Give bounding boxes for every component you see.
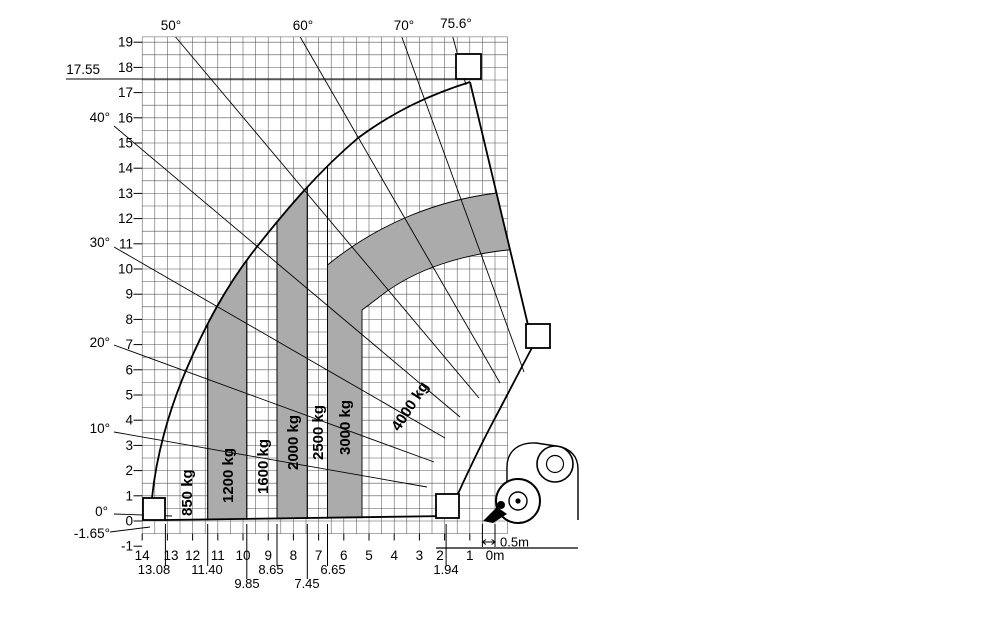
angle-label-50: 50°: [161, 18, 181, 33]
wheel-hub-icon: [508, 491, 528, 511]
reach-label-865: 8.65: [258, 562, 283, 577]
boom-pivot-icon: [536, 445, 574, 483]
angle-line-60: [299, 36, 501, 384]
x-axis-label: 4: [390, 548, 398, 563]
reach-label-665: 6.65: [320, 562, 345, 577]
x-axis-label: 10: [235, 548, 250, 563]
reach-label-745: 7.45: [294, 576, 319, 591]
y-axis-label: 17: [118, 85, 133, 100]
angle-line-70: [401, 36, 525, 373]
x-axis-label: 11: [211, 548, 225, 563]
envelope-outer: [151, 81, 471, 499]
x-axis-label: 8: [290, 548, 298, 563]
reach-boundary-labels: 13.08 11.40 8.65 6.65 1.94 9.85 7.45: [138, 562, 459, 591]
capacity-label-1600: 1600 kg: [255, 439, 272, 494]
angle-label-10: 10°: [90, 421, 110, 436]
y-axis-label: 6: [125, 362, 133, 377]
y-axis-label: 18: [118, 60, 133, 75]
y-axis-label: 16: [118, 110, 133, 125]
reach-label-1308: 13.08: [138, 562, 171, 577]
fork-marker-mid-right: [525, 323, 551, 349]
angle-label-40: 40°: [90, 110, 110, 125]
fork-marker-top: [455, 53, 482, 80]
capacity-label-2000: 2000 kg: [285, 415, 302, 470]
angle-label-70: 70°: [394, 18, 414, 33]
angle-label-30: 30°: [90, 235, 110, 250]
x-axis-label: 7: [315, 548, 323, 563]
x-axis-label: 5: [365, 548, 373, 563]
angle-label-20: 20°: [90, 335, 110, 350]
fork-marker-min-reach: [435, 493, 460, 519]
angle-line-30: [113, 246, 446, 439]
fork-offset-label: 0.5m: [500, 535, 529, 550]
y-axis-label: 2: [125, 463, 133, 478]
envelope-bottom: [164, 515, 449, 521]
x-axis-label: 9: [264, 548, 272, 563]
angle-label-60: 60°: [293, 18, 313, 33]
x-axis-label: 0m: [486, 548, 505, 563]
x-axis-label: 12: [185, 548, 200, 563]
y-axis-label: 19: [118, 35, 133, 50]
boom-pivot-hub-icon: [545, 454, 565, 474]
reach-label-1140: 11.40: [191, 562, 223, 577]
capacity-label-850: 850 kg: [179, 469, 196, 516]
reach-label-194: 1.94: [433, 562, 458, 577]
y-axis-label: 13: [118, 186, 133, 201]
angle-label-neg165: -1.65°: [74, 526, 110, 541]
y-axis-label: 14: [118, 161, 134, 176]
y-axis-label: 3: [125, 438, 133, 453]
y-axis-label: 12: [118, 211, 133, 226]
y-axis-label: -1: [121, 539, 133, 554]
x-axis-label: 1: [466, 548, 474, 563]
angle-label-756: 75.6°: [440, 16, 472, 31]
wheel-center-icon: [515, 498, 521, 504]
angle-line-10: [113, 431, 428, 488]
angle-line-50: [175, 36, 480, 399]
fork-carriage-pin-icon: [497, 501, 505, 509]
angle-labels: 50° 60° 70° 75.6° 40° 30° 20° 10° 0° -1.…: [74, 16, 472, 541]
angle-label-0: 0°: [95, 504, 108, 519]
envelope-inner: [447, 345, 534, 517]
capacity-label-2500: 2500 kg: [310, 405, 327, 460]
capacity-label-3000: 3000 kg: [337, 400, 354, 455]
fork-markers: [142, 53, 551, 521]
y-axis-label: 7: [125, 337, 133, 352]
y-axis-labels: 19 18 17 16 15 14 13 12 11 10 9 8 7 6 5 …: [118, 35, 134, 554]
axis-ticks: [133, 41, 496, 547]
y-axis-label: 10: [118, 262, 133, 277]
y-axis-label: 1: [125, 488, 133, 503]
reach-label-985: 9.85: [234, 576, 259, 591]
y-axis-label: 9: [125, 287, 133, 302]
y-axis-label: 15: [118, 136, 133, 151]
y-axis-label: 5: [125, 388, 133, 403]
boom-angle-lines: [109, 36, 525, 533]
x-axis-label: 14: [135, 548, 151, 563]
zone-2000kg: [276, 139, 308, 521]
y-axis-label: 4: [125, 413, 133, 428]
capacity-label-1200: 1200 kg: [220, 448, 237, 503]
x-axis-labels: 14 13 12 11 10 9 8 7 6 5 4 3 2 1 0m: [135, 548, 505, 563]
angle-line-20: [113, 344, 435, 463]
machine-icon: [436, 442, 579, 549]
x-axis-label: 6: [340, 548, 348, 563]
reach-boundary-ticks: [164, 524, 447, 579]
x-axis-label: 3: [416, 548, 424, 563]
fork-offset-dimension: [481, 524, 496, 547]
fork-carriage-icon: [483, 507, 507, 523]
capacity-label-4000: 4000 kg: [388, 379, 432, 434]
y-axis-label: 8: [125, 312, 133, 327]
y-axis-label: 11: [119, 236, 133, 251]
angle-line-40: [113, 125, 461, 418]
envelope-max-angle: [469, 81, 534, 347]
x-axis-label: 13: [163, 548, 178, 563]
y-axis-label: 0: [125, 514, 133, 529]
envelope-outline: [151, 81, 534, 521]
max-height-label: 17.55: [66, 62, 100, 77]
fork-marker-max-reach: [142, 497, 166, 521]
x-axis-label: 2: [436, 548, 444, 563]
angle-line-neg165: [109, 526, 151, 533]
